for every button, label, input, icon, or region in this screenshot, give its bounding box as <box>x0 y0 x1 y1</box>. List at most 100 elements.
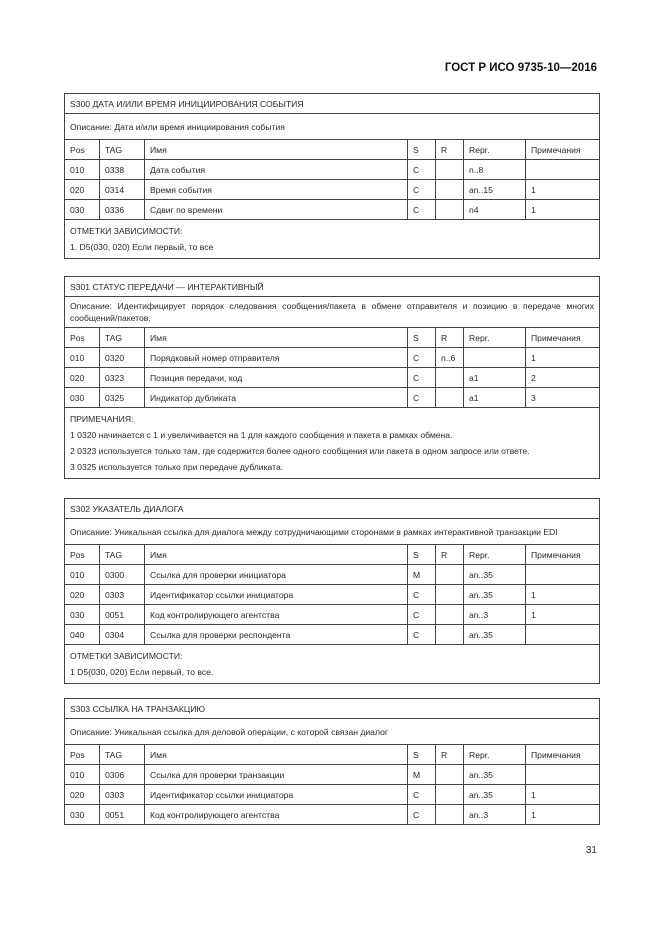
column-header: Repr. <box>463 327 526 348</box>
table-cell <box>463 347 526 368</box>
column-header: Pos <box>64 744 100 765</box>
note-line: 1. D5(030, 020) Если первый, то все <box>70 242 214 252</box>
table-cell: Идентификатор ссылки инициатора <box>144 784 408 805</box>
column-header: Repr. <box>463 544 526 565</box>
table-cell: 1 <box>524 804 601 825</box>
table-cell: 020 <box>64 784 100 805</box>
table-cell <box>435 367 464 388</box>
table-cell: n..8 <box>463 159 526 180</box>
table-cell <box>435 764 464 785</box>
table-cell <box>435 804 464 825</box>
table-cell: Идентификатор ссылки инициатора <box>144 584 408 605</box>
table-cell <box>524 624 601 645</box>
table-cell: Код контролирующего агентства <box>144 604 408 625</box>
page-number: 31 <box>585 845 597 856</box>
table-cell: an..35 <box>463 584 526 605</box>
segment-description: Описание: Уникальная ссылка для деловой … <box>63 718 601 745</box>
title-row: S300 ДАТА И/ИЛИ ВРЕМЯ ИНИЦИИРОВАНИЯ СОБЫ… <box>64 93 600 114</box>
table-cell <box>435 159 464 180</box>
table-cell: 010 <box>64 564 100 585</box>
table-cell: 020 <box>64 179 100 200</box>
table-cell <box>525 159 600 180</box>
table-cell: an..35 <box>463 784 526 805</box>
standard-designation: ГОСТ Р ИСО 9735-10—2016 <box>444 62 597 74</box>
table-cell: C <box>407 347 436 368</box>
table-cell: 2 <box>525 367 600 388</box>
column-header: S <box>407 744 436 765</box>
table-cell: 010 <box>64 347 100 368</box>
table-cell: Ссылка для проверки инициатора <box>144 564 408 585</box>
table-cell: 030 <box>64 604 100 625</box>
table-cell: 0314 <box>99 179 145 200</box>
column-header: TAG <box>99 139 145 160</box>
segment-description: Описание: Уникальная ссылка для диалога … <box>63 518 601 545</box>
table-cell <box>524 564 601 585</box>
table-cell <box>435 604 464 625</box>
segment-notes: ОТМЕТКИ ЗАВИСИМОСТИ: 1 D5(030, 020) Если … <box>63 644 601 684</box>
table-cell: 040 <box>64 624 100 645</box>
table-cell: 0325 <box>99 387 145 408</box>
table-cell: C <box>407 159 436 180</box>
note-line: ПРИМЕЧАНИЯ: <box>70 414 134 424</box>
table-cell <box>524 764 601 785</box>
column-header: TAG <box>99 744 145 765</box>
segment-table: S303 ССЫЛКА НА ТРАНЗАКЦИЮ Описание: Уника… <box>63 698 601 825</box>
table-cell: 020 <box>64 367 100 388</box>
table-cell: 0300 <box>99 564 145 585</box>
column-header: TAG <box>99 327 145 348</box>
column-header: R <box>435 744 464 765</box>
table-cell: an..3 <box>463 804 526 825</box>
table-cell: C <box>407 604 436 625</box>
table-cell: C <box>407 199 436 220</box>
note-line: 1 0320 начинается с 1 и увеличивается на… <box>70 430 453 440</box>
table-cell: C <box>407 179 436 200</box>
table-cell: 0051 <box>99 604 145 625</box>
table-cell: 1 <box>524 604 601 625</box>
table-cell: a1 <box>463 367 526 388</box>
table-cell: Время события <box>144 179 408 200</box>
column-header: Имя <box>144 139 408 160</box>
column-header-row: Pos TAG Имя S R Repr. Примечания <box>64 139 600 160</box>
table-cell: an..35 <box>463 564 526 585</box>
segment-notes: ПРИМЕЧАНИЯ: 1 0320 начинается с 1 и увели… <box>64 407 600 479</box>
notes-row: ПРИМЕЧАНИЯ: 1 0320 начинается с 1 и увели… <box>64 407 600 479</box>
table-cell: 3 <box>525 387 600 408</box>
table-cell: 0306 <box>99 764 145 785</box>
table-cell: 1 <box>524 584 601 605</box>
column-header-row: Pos TAG Имя S R Repr. Примечания <box>64 544 601 565</box>
column-header: R <box>435 544 464 565</box>
table-cell: 0323 <box>99 367 145 388</box>
table-cell: an..3 <box>463 604 526 625</box>
table-cell: a1 <box>463 387 526 408</box>
description-row: Описание: Уникальная ссылка для диалога … <box>63 518 601 545</box>
segment-table: S301 СТАТУС ПЕРЕДАЧИ — ИНТЕРАКТИВНЫЙ Опис… <box>64 276 600 479</box>
column-header: Имя <box>144 744 408 765</box>
table-cell: C <box>407 784 436 805</box>
column-header: S <box>407 327 436 348</box>
table-cell: Код контролирующего агентства <box>144 804 408 825</box>
table-cell: Ссылка для проверки транзакции <box>144 764 408 785</box>
segment-title: S300 ДАТА И/ИЛИ ВРЕМЯ ИНИЦИИРОВАНИЯ СОБЫ… <box>64 93 600 114</box>
table-cell: C <box>407 387 436 408</box>
table-cell: 1 <box>525 179 600 200</box>
segment-table: S300 ДАТА И/ИЛИ ВРЕМЯ ИНИЦИИРОВАНИЯ СОБЫ… <box>64 93 600 259</box>
table-cell: M <box>407 764 436 785</box>
segment-title: S302 УКАЗАТЕЛЬ ДИАЛОГА <box>63 498 601 519</box>
description-row: Описание: Уникальная ссылка для деловой … <box>63 718 601 745</box>
column-header: R <box>435 139 464 160</box>
title-row: S303 ССЫЛКА НА ТРАНЗАКЦИЮ <box>63 698 601 719</box>
table-cell <box>435 564 464 585</box>
note-line: 2 0323 используется только там, где соде… <box>70 446 530 456</box>
segment-description: Описание: Дата и/или время инициирования… <box>64 113 600 140</box>
table-cell: n..6 <box>435 347 464 368</box>
note-line: ОТМЕТКИ ЗАВИСИМОСТИ: <box>70 651 183 661</box>
table-cell: Ссылка для проверки респондента <box>144 624 408 645</box>
column-header: Repr. <box>463 139 526 160</box>
